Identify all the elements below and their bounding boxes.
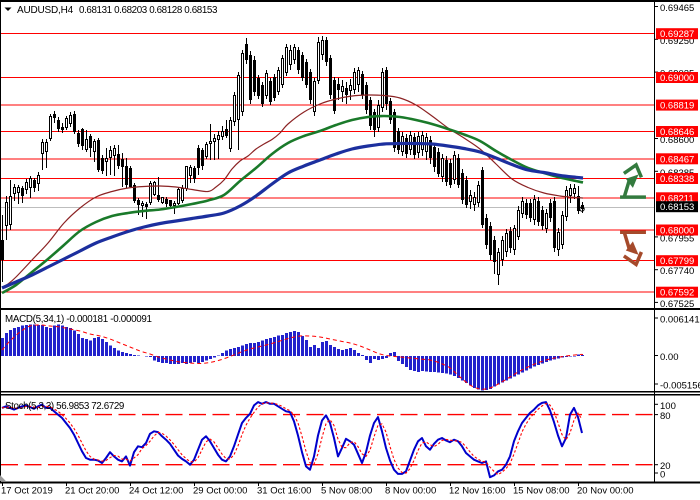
svg-text:100: 100 — [660, 401, 676, 412]
svg-text:0.69000: 0.69000 — [660, 73, 694, 84]
svg-text:21 Oct 20:00: 21 Oct 20:00 — [65, 486, 119, 497]
svg-text:0.68131 0.68203 0.68128 0.6815: 0.68131 0.68203 0.68128 0.68153 — [79, 5, 218, 16]
svg-text:0.69250: 0.69250 — [660, 36, 694, 47]
svg-text:0.68467: 0.68467 — [660, 154, 694, 165]
svg-text:0.68819: 0.68819 — [660, 101, 694, 112]
svg-text:0.68211: 0.68211 — [660, 193, 694, 204]
svg-text:-0.005156: -0.005156 — [660, 381, 700, 392]
svg-text:0: 0 — [660, 470, 665, 481]
svg-text:0.68153: 0.68153 — [660, 202, 694, 213]
svg-text:29 Oct 00:00: 29 Oct 00:00 — [193, 486, 247, 497]
svg-text:8 Nov 00:00: 8 Nov 00:00 — [385, 486, 436, 497]
svg-text:12 Nov 16:00: 12 Nov 16:00 — [449, 486, 506, 497]
svg-text:0.68338: 0.68338 — [660, 174, 694, 185]
svg-text:0.006141: 0.006141 — [660, 315, 700, 326]
svg-text:80: 80 — [660, 411, 671, 422]
svg-text:Stoch(5,3,3) 56.9853 72.6729: Stoch(5,3,3) 56.9853 72.6729 — [5, 401, 124, 412]
svg-text:0.67592: 0.67592 — [660, 288, 694, 299]
svg-text:31 Oct 16:00: 31 Oct 16:00 — [257, 486, 311, 497]
svg-text:0.67740: 0.67740 — [660, 266, 694, 277]
svg-text:24 Oct 12:00: 24 Oct 12:00 — [129, 486, 183, 497]
svg-text:0.69465: 0.69465 — [660, 3, 694, 14]
svg-text:0.68000: 0.68000 — [660, 226, 694, 237]
svg-text:0.67525: 0.67525 — [660, 299, 694, 310]
svg-text:20: 20 — [660, 461, 671, 472]
svg-text:0.69287: 0.69287 — [660, 29, 694, 40]
svg-text:AUDUSD,H4: AUDUSD,H4 — [17, 5, 74, 16]
svg-text:17 Oct 2019: 17 Oct 2019 — [1, 486, 53, 497]
svg-text:MACD(5,34,1) -0.000181 -0.0000: MACD(5,34,1) -0.000181 -0.000091 — [5, 314, 152, 325]
svg-text:5 Nov 08:00: 5 Nov 08:00 — [321, 486, 372, 497]
svg-text:0.67799: 0.67799 — [660, 256, 694, 267]
svg-text:0.67955: 0.67955 — [660, 233, 694, 244]
svg-text:0.68646: 0.68646 — [660, 127, 694, 138]
svg-text:0.68600: 0.68600 — [660, 135, 694, 146]
svg-text:0.00: 0.00 — [660, 352, 679, 363]
svg-text:20 Nov 00:00: 20 Nov 00:00 — [577, 486, 634, 497]
svg-text:15 Nov 08:00: 15 Nov 08:00 — [513, 486, 570, 497]
